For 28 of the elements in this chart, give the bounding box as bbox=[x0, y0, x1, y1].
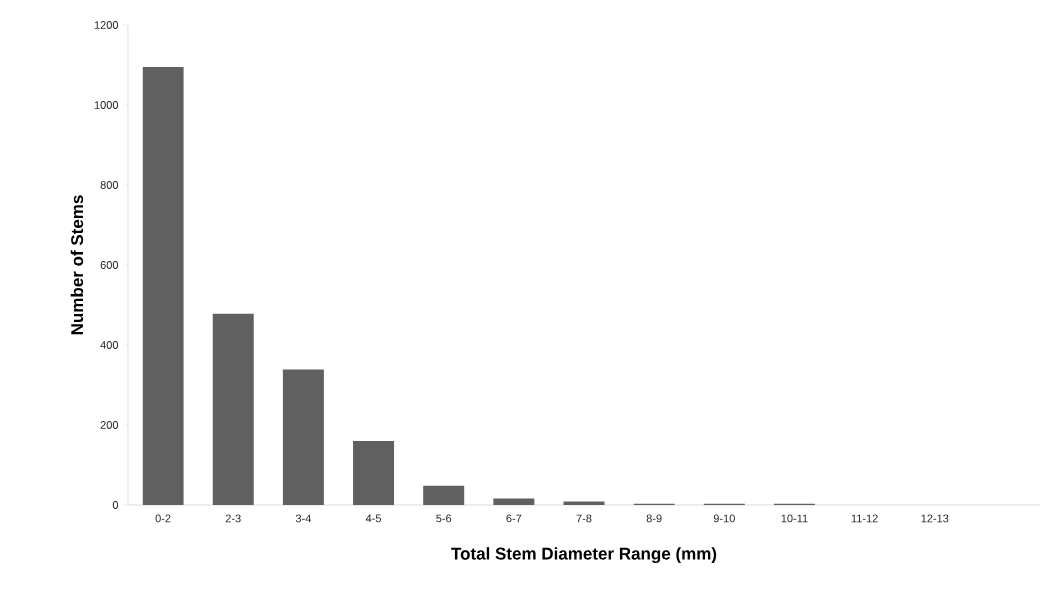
bar bbox=[493, 498, 535, 505]
x-tick-label: 0-2 bbox=[155, 514, 171, 523]
bar bbox=[423, 485, 465, 505]
x-tick-label: 10-11 bbox=[781, 514, 808, 523]
bar bbox=[353, 440, 395, 505]
y-tick-label: 1000 bbox=[94, 101, 119, 109]
bar bbox=[212, 313, 254, 505]
x-tick-label: 2-3 bbox=[225, 514, 241, 523]
y-tick-label: 200 bbox=[100, 421, 119, 429]
x-tick-label: 4-5 bbox=[365, 514, 382, 523]
x-tick-label: 12-13 bbox=[921, 514, 949, 523]
x-tick-label: 6-7 bbox=[506, 514, 522, 523]
y-tick-label: 800 bbox=[100, 181, 119, 189]
x-tick-label: 9-10 bbox=[713, 514, 735, 523]
y-tick-label: 0 bbox=[112, 501, 119, 509]
x-tick-label: 7-8 bbox=[576, 514, 592, 523]
y-axis-title: Number of Stems bbox=[70, 195, 84, 335]
bar bbox=[563, 501, 605, 505]
x-axis-title: Total Stem Diameter Range (mm) bbox=[451, 547, 717, 564]
x-tick-label: 5-6 bbox=[436, 514, 452, 523]
x-tick-label: 11-12 bbox=[851, 514, 878, 523]
y-tick-label: 1200 bbox=[94, 21, 119, 29]
x-tick-label: 3-4 bbox=[295, 514, 312, 523]
bar bbox=[142, 66, 184, 505]
bar bbox=[282, 369, 324, 505]
y-tick-label: 600 bbox=[100, 261, 119, 269]
x-tick-label: 8-9 bbox=[646, 514, 662, 523]
y-tick-label: 400 bbox=[100, 341, 119, 349]
